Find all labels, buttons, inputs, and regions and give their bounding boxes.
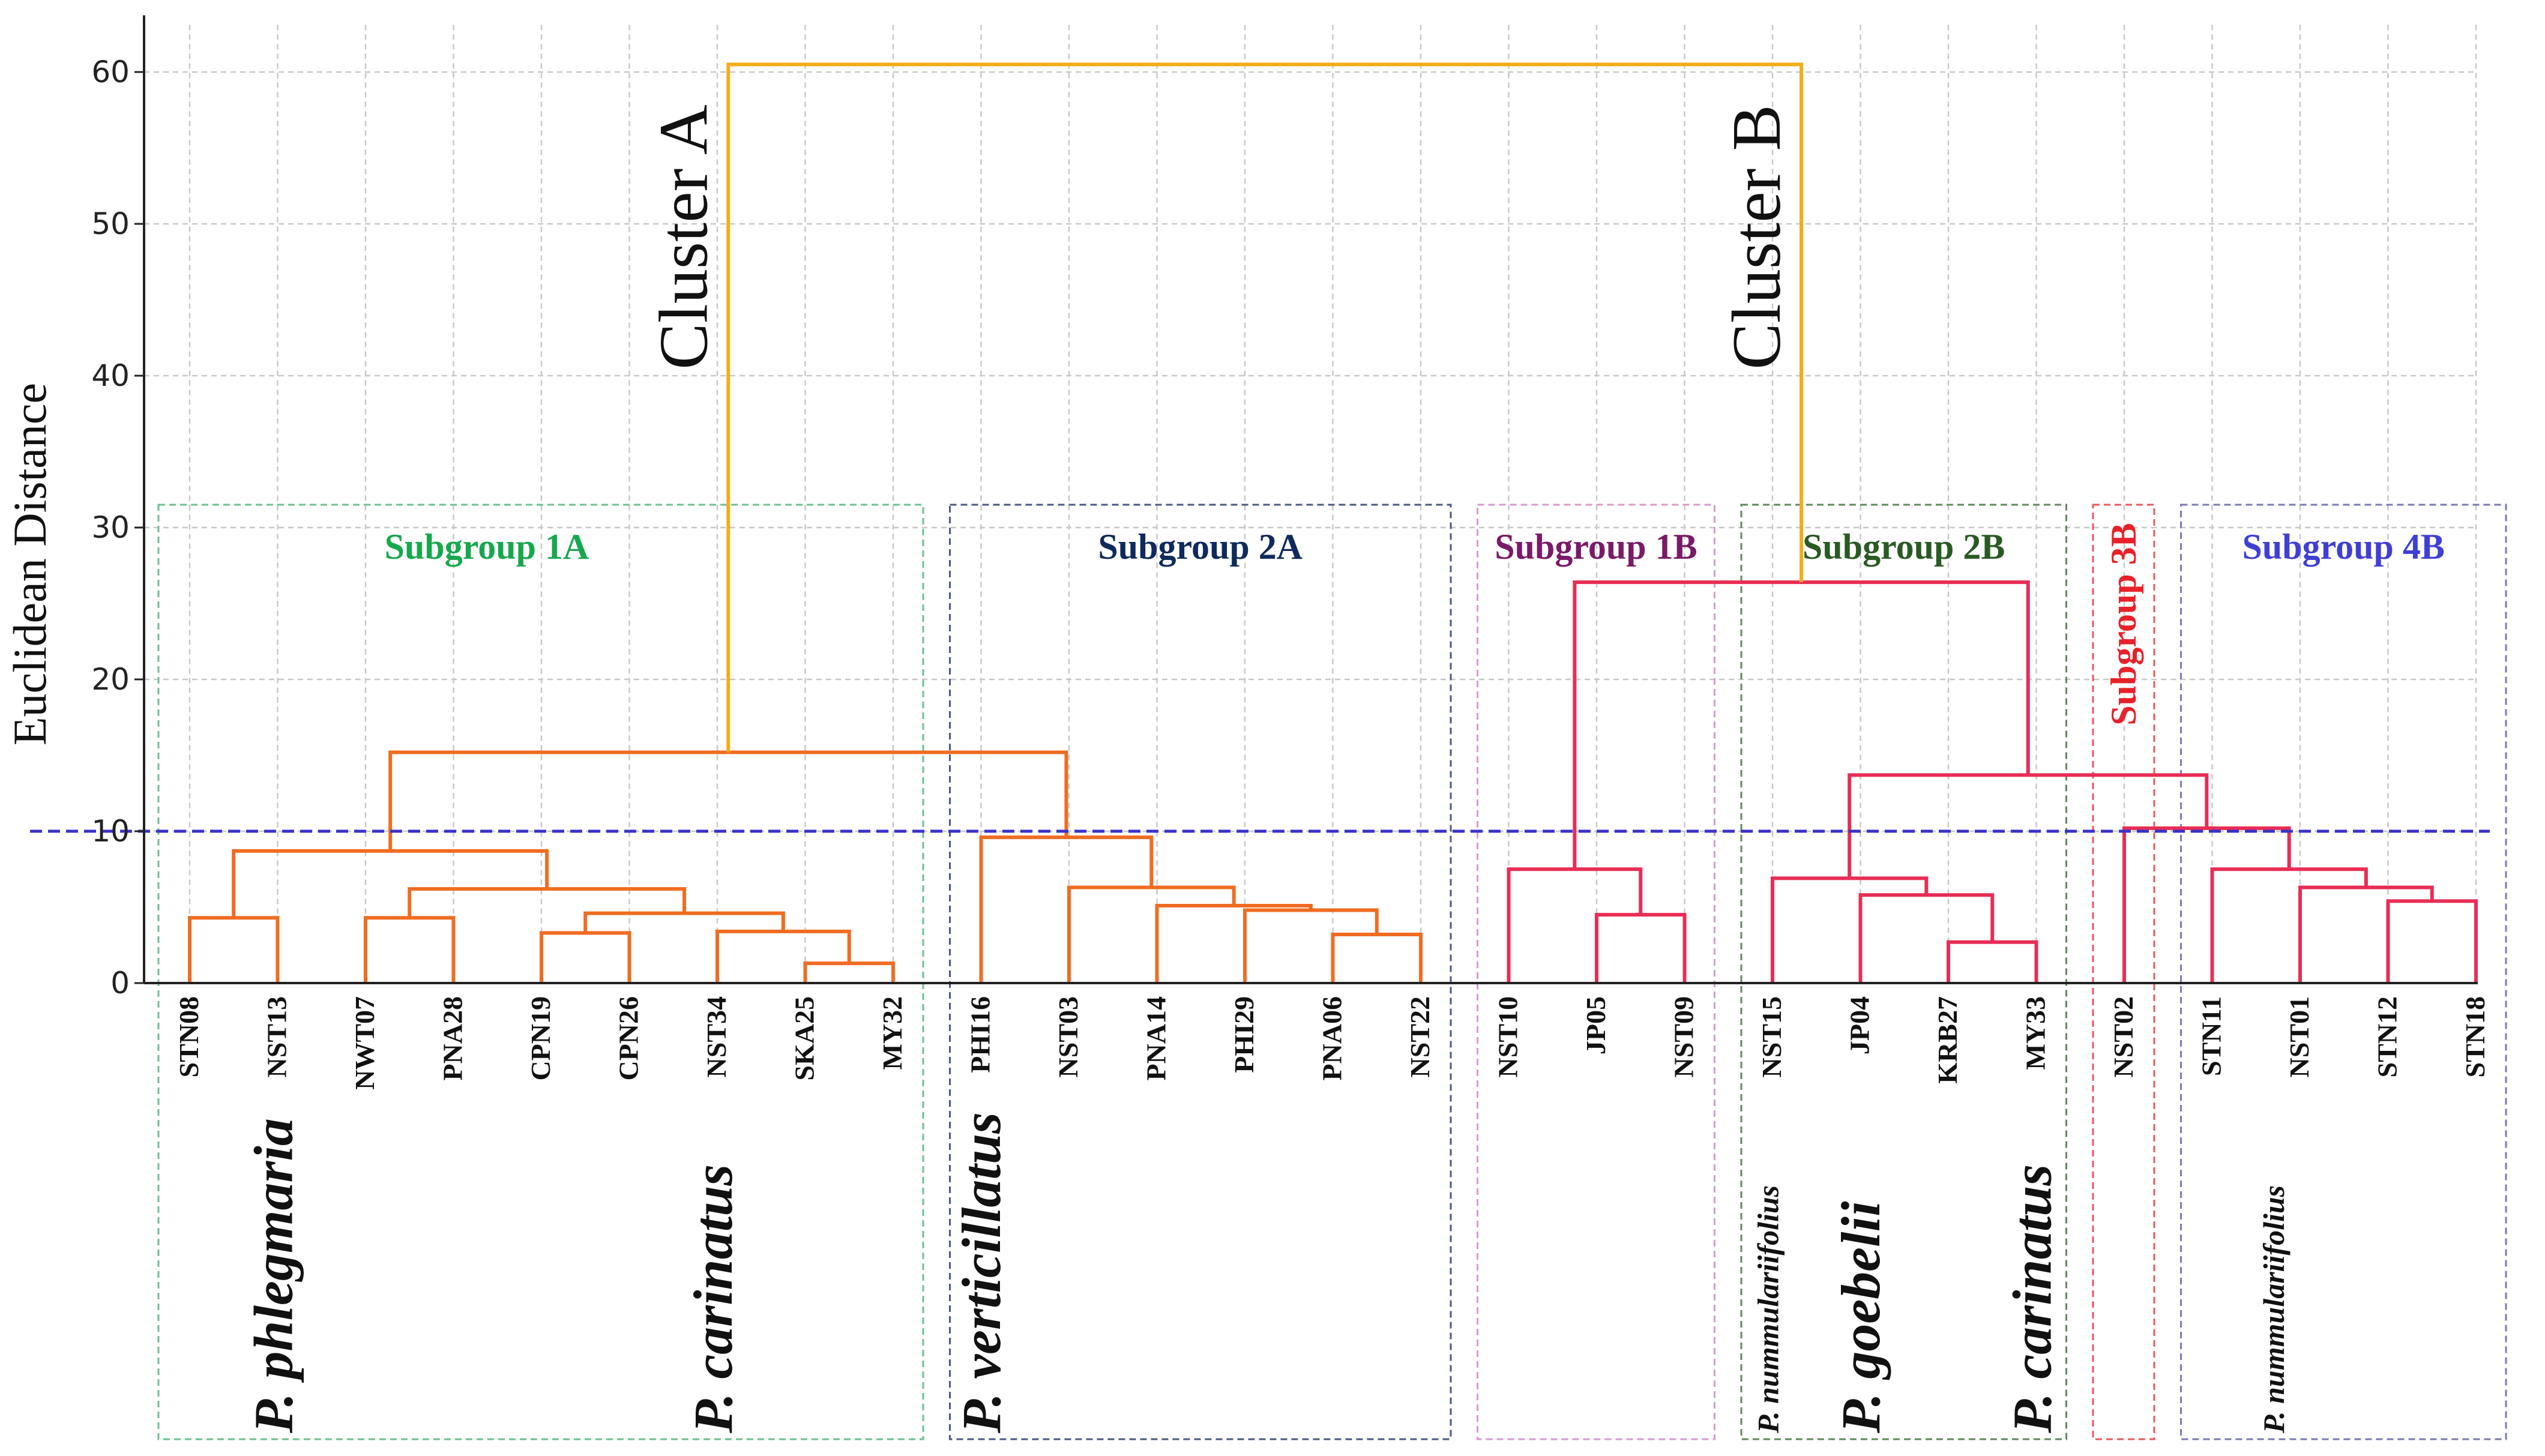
- leaf-label: PNA06: [1317, 996, 1348, 1081]
- subgroup-label: Subgroup 2B: [1803, 527, 2005, 567]
- species-label: P. goebelii: [1830, 1201, 1891, 1434]
- dendrogram-link: [1947, 940, 2038, 983]
- subgroup-box: [2092, 504, 2155, 1440]
- dendrogram-link: [1155, 903, 1313, 983]
- leaf-label: PHI16: [965, 996, 996, 1073]
- subgroup-label: Subgroup 1B: [1495, 527, 1697, 567]
- dendrogram-link: [1067, 885, 1236, 983]
- subgroup-box: [157, 504, 924, 1440]
- dendrogram-link: [715, 929, 851, 983]
- y-tick-label: 10: [91, 814, 130, 849]
- subgroup-label: Subgroup 1A: [385, 527, 589, 567]
- subgroup-box: [2180, 504, 2507, 1440]
- leaf-label: NST13: [262, 996, 292, 1077]
- species-label: P. verticillatus: [951, 1112, 1012, 1434]
- leaf-label: SKA25: [789, 996, 820, 1081]
- dendrogram-link: [2386, 899, 2478, 983]
- species-label: P. nummulariifolius: [2257, 1185, 2290, 1434]
- y-tick-label: 0: [110, 966, 130, 1000]
- subgroup-boxes: [157, 504, 2507, 1440]
- y-tick-label: 60: [91, 55, 130, 89]
- dendrogram-link: [2122, 826, 2291, 983]
- chart-labels: STN08 NST13 NWT07 PNA28 CPN19 CPN26 NST34 SKA25…: [4, 104, 2490, 1434]
- dendrogram-link: [1507, 867, 1643, 983]
- dendrogram-link: [803, 961, 895, 983]
- leaf-label: NST01: [2284, 996, 2315, 1077]
- leaf-label: PNA14: [1141, 996, 1172, 1081]
- leaf-label: NST10: [1493, 996, 1523, 1077]
- dendrogram-links: [30, 62, 2490, 983]
- leaf-label: STN18: [2460, 996, 2490, 1077]
- leaf-label: CPN26: [613, 996, 644, 1081]
- subgroup-box: [1740, 504, 2067, 1440]
- dendrogram-link: [1595, 913, 1687, 983]
- leaf-label: STN08: [173, 996, 204, 1077]
- leaf-label: KRB27: [1932, 996, 1963, 1084]
- dendrogram-link: [1243, 908, 1379, 983]
- subgroup-label: Subgroup 4B: [2242, 527, 2445, 567]
- y-axis-label: Euclidean Distance: [4, 383, 56, 745]
- y-tick-label: 30: [91, 510, 130, 545]
- dendrogram-link: [726, 62, 1804, 753]
- leaf-label: CPN19: [525, 996, 556, 1081]
- dendrogram-link: [1858, 893, 1995, 983]
- species-label: P. nummulariifolius: [1751, 1185, 1785, 1434]
- leaf-label: NST09: [1669, 996, 1699, 1077]
- species-label: P. carinatus: [2001, 1164, 2062, 1434]
- dendrogram-link: [232, 849, 549, 918]
- dendrogram-link: [1331, 933, 1423, 983]
- subgroup-label: Subgroup 2A: [1098, 527, 1303, 567]
- dendrogram-link: [364, 916, 456, 983]
- grid-lines: [144, 25, 2478, 983]
- subgroup-box: [949, 504, 1452, 1440]
- leaf-label: JP05: [1580, 996, 1611, 1054]
- dendrogram-link: [1573, 580, 2030, 870]
- leaf-label: PHI29: [1229, 996, 1259, 1073]
- leaf-label: NWT07: [349, 996, 380, 1090]
- species-label: P. carinatus: [682, 1164, 744, 1434]
- leaf-label: MY32: [877, 996, 908, 1070]
- dendrogram-link: [188, 916, 280, 983]
- subgroup-box: [1477, 504, 1715, 1440]
- leaf-label: NST03: [1053, 996, 1083, 1077]
- leaf-label: NST02: [2108, 996, 2139, 1077]
- dendrogram-link: [979, 835, 1154, 983]
- species-label: P. phlegmaria: [242, 1118, 304, 1434]
- y-tick-label: 50: [91, 206, 130, 241]
- leaf-label: STN11: [2196, 996, 2227, 1076]
- cluster-label: Cluster A: [645, 104, 722, 369]
- leaf-label: PNA28: [438, 996, 468, 1081]
- dendrogram-link: [388, 750, 1068, 851]
- leaf-label: NST15: [1756, 996, 1787, 1077]
- leaf-label: JP04: [1845, 996, 1875, 1054]
- cluster-label: Cluster B: [1718, 104, 1795, 369]
- leaf-label: MY33: [2020, 996, 2051, 1070]
- leaf-label: NST22: [1405, 996, 1435, 1077]
- y-tick-label: 40: [91, 358, 130, 393]
- leaf-label: STN12: [2372, 996, 2403, 1077]
- subgroup-label: Subgroup 3B: [2104, 523, 2143, 725]
- y-tick-label: 20: [91, 662, 130, 697]
- leaf-label: NST34: [701, 996, 732, 1077]
- dendrogram-link: [540, 931, 631, 983]
- axes: 0 10 20 30 40 50 60: [91, 15, 2478, 1000]
